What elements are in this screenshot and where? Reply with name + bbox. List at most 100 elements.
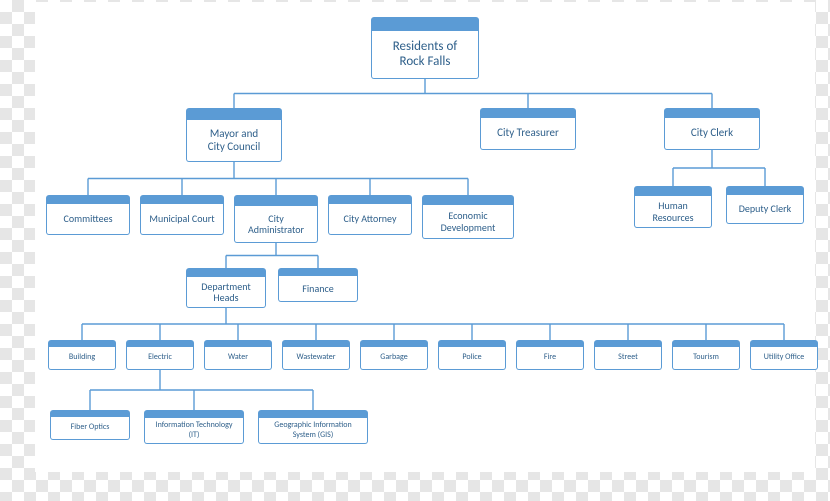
node-label: Street bbox=[618, 353, 638, 362]
node-tab bbox=[234, 195, 318, 206]
node-label: Deputy Clerk bbox=[739, 203, 791, 215]
node-tab bbox=[186, 108, 282, 120]
node-body: Economic Development bbox=[422, 205, 514, 239]
node-body: City Administrator bbox=[234, 206, 318, 243]
node-body: Garbage bbox=[360, 347, 428, 370]
node-label: Water bbox=[228, 353, 248, 362]
node-label: Department Heads bbox=[201, 281, 250, 304]
org-node-treasurer: City Treasurer bbox=[480, 108, 576, 150]
node-tab bbox=[282, 340, 350, 347]
node-label: Residents of Rock Falls bbox=[393, 40, 458, 70]
node-body: Utility Office bbox=[750, 347, 818, 370]
org-node-tourism: Tourism bbox=[672, 340, 740, 370]
node-label: Utility Office bbox=[764, 353, 805, 362]
node-body: Electric bbox=[126, 347, 194, 370]
node-tab bbox=[360, 340, 428, 347]
node-tab bbox=[634, 186, 712, 196]
org-node-util_office: Utility Office bbox=[750, 340, 818, 370]
org-node-street: Street bbox=[594, 340, 662, 370]
node-tab bbox=[480, 108, 576, 118]
org-node-clerk: City Clerk bbox=[664, 108, 760, 150]
node-body: Residents of Rock Falls bbox=[371, 31, 479, 79]
org-node-police: Police bbox=[438, 340, 506, 370]
node-body: Wastewater bbox=[282, 347, 350, 370]
org-node-dept_heads: Department Heads bbox=[186, 268, 266, 308]
node-body: Committees bbox=[46, 204, 130, 235]
node-label: Tourism bbox=[693, 353, 719, 362]
node-tab bbox=[48, 340, 116, 347]
org-node-wastewater: Wastewater bbox=[282, 340, 350, 370]
org-node-fiber: Fiber Optics bbox=[50, 410, 130, 440]
org-node-water: Water bbox=[204, 340, 272, 370]
node-label: Fiber Optics bbox=[71, 423, 110, 432]
org-node-fire: Fire bbox=[516, 340, 584, 370]
node-body: City Clerk bbox=[664, 118, 760, 150]
node-tab bbox=[50, 410, 130, 417]
node-body: Street bbox=[594, 347, 662, 370]
node-tab bbox=[438, 340, 506, 347]
org-chart-canvas: Residents of Rock Falls Mayor and City Co… bbox=[0, 0, 830, 501]
node-tab bbox=[672, 340, 740, 347]
node-tab bbox=[144, 410, 244, 418]
node-body: Fire bbox=[516, 347, 584, 370]
node-tab bbox=[726, 186, 804, 195]
node-body: Finance bbox=[278, 276, 358, 302]
node-tab bbox=[750, 340, 818, 347]
node-label: Police bbox=[462, 353, 481, 362]
node-label: Finance bbox=[302, 283, 333, 295]
node-body: Water bbox=[204, 347, 272, 370]
org-node-gis: Geographic Information System (GIS) bbox=[258, 410, 368, 444]
node-label: Building bbox=[69, 353, 95, 362]
node-tab bbox=[516, 340, 584, 347]
node-label: Fire bbox=[544, 353, 556, 362]
node-body: Mayor and City Council bbox=[186, 120, 282, 162]
node-tab bbox=[258, 410, 368, 418]
org-node-dep_clerk: Deputy Clerk bbox=[726, 186, 804, 224]
org-node-city_admin: City Administrator bbox=[234, 195, 318, 243]
node-tab bbox=[664, 108, 760, 118]
node-body: Department Heads bbox=[186, 277, 266, 308]
node-body: City Treasurer bbox=[480, 118, 576, 150]
node-label: Electric bbox=[148, 353, 172, 362]
org-node-electric: Electric bbox=[126, 340, 194, 370]
node-body: Fiber Optics bbox=[50, 417, 130, 440]
node-label: City Administrator bbox=[248, 213, 304, 236]
node-tab bbox=[594, 340, 662, 347]
node-label: Information Technology (IT) bbox=[156, 421, 233, 439]
org-node-garbage: Garbage bbox=[360, 340, 428, 370]
node-label: Human Resources bbox=[652, 200, 693, 223]
node-label: City Attorney bbox=[344, 213, 397, 225]
org-node-finance: Finance bbox=[278, 268, 358, 302]
node-body: Tourism bbox=[672, 347, 740, 370]
node-body: City Attorney bbox=[328, 204, 412, 235]
org-node-building: Building bbox=[48, 340, 116, 370]
node-body: Geographic Information System (GIS) bbox=[258, 418, 368, 444]
node-tab bbox=[371, 17, 479, 31]
node-tab bbox=[204, 340, 272, 347]
node-tab bbox=[126, 340, 194, 347]
org-node-committees: Committees bbox=[46, 195, 130, 235]
node-body: Deputy Clerk bbox=[726, 195, 804, 224]
org-node-muni_court: Municipal Court bbox=[140, 195, 224, 235]
node-label: Garbage bbox=[380, 353, 407, 362]
node-body: Municipal Court bbox=[140, 204, 224, 235]
node-label: City Clerk bbox=[691, 127, 733, 140]
org-node-hr: Human Resources bbox=[634, 186, 712, 228]
node-body: Human Resources bbox=[634, 196, 712, 228]
node-label: Geographic Information System (GIS) bbox=[274, 421, 351, 439]
node-label: City Treasurer bbox=[497, 127, 559, 140]
node-tab bbox=[186, 268, 266, 277]
node-tab bbox=[422, 195, 514, 205]
node-body: Police bbox=[438, 347, 506, 370]
node-tab bbox=[140, 195, 224, 204]
node-tab bbox=[278, 268, 358, 276]
node-label: Mayor and City Council bbox=[208, 128, 260, 153]
org-node-mayor: Mayor and City Council bbox=[186, 108, 282, 162]
node-body: Information Technology (IT) bbox=[144, 418, 244, 444]
node-label: Economic Development bbox=[441, 210, 496, 233]
node-label: Municipal Court bbox=[149, 213, 214, 225]
node-tab bbox=[46, 195, 130, 204]
org-node-it: Information Technology (IT) bbox=[144, 410, 244, 444]
node-body: Building bbox=[48, 347, 116, 370]
org-node-city_atty: City Attorney bbox=[328, 195, 412, 235]
